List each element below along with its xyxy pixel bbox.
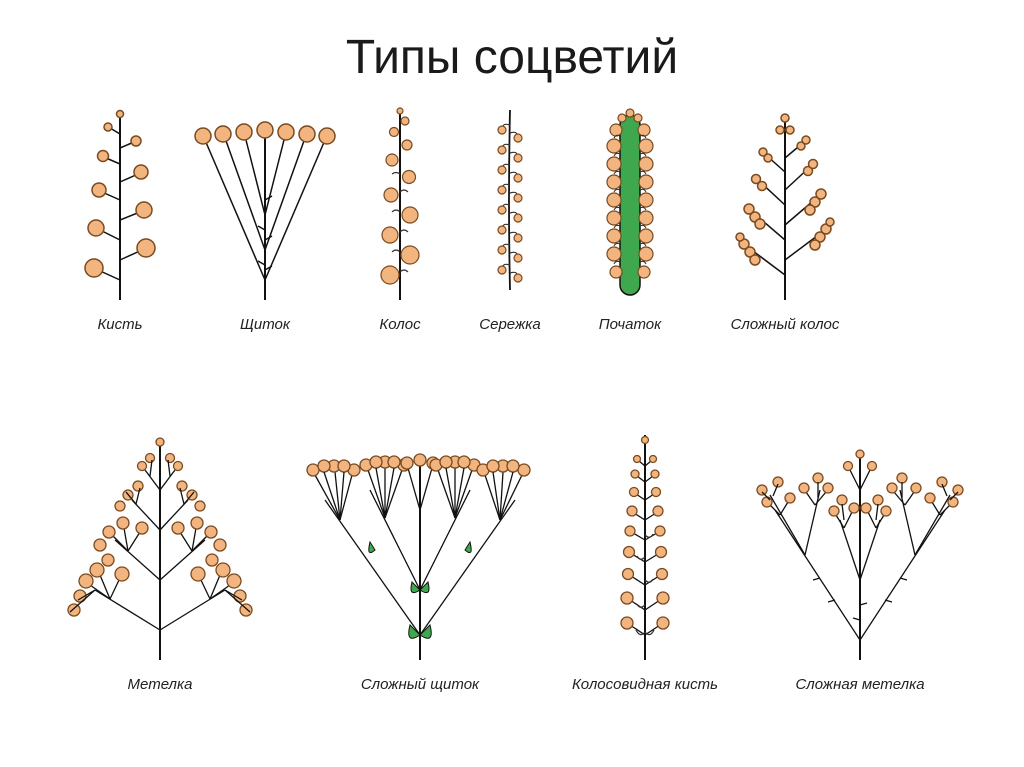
diagram-serezhka	[460, 100, 560, 310]
label-pochatok: Початок	[570, 316, 690, 333]
label-serezhka: Сережка	[460, 316, 560, 333]
cell-shchitok: Щиток	[190, 100, 340, 333]
cell-slozhny-kolos: Сложный колос	[700, 100, 870, 333]
label-kolosovidnaya: Колосовидная кисть	[570, 676, 720, 693]
diagram-slozhny-shchitok	[290, 420, 550, 670]
label-kist: Кисть	[60, 316, 180, 333]
diagram-pochatok	[570, 100, 690, 310]
diagram-kolosovidnaya	[570, 420, 720, 670]
page-title: Типы соцветий	[0, 30, 1024, 85]
label-kolos: Колос	[350, 316, 450, 333]
cell-slozhny-shchitok: Сложный щиток	[290, 420, 550, 693]
diagram-metelka	[50, 420, 270, 670]
diagram-grid: Кисть Щиток	[0, 100, 1024, 740]
cell-slozhnaya-metelka: Сложная метелка	[740, 420, 980, 693]
cell-serezhka: Сережка	[460, 100, 560, 333]
label-shchitok: Щиток	[190, 316, 340, 333]
diagram-shchitok	[190, 100, 340, 310]
cell-kist: Кисть	[60, 100, 180, 333]
diagram-slozhnaya-metelka	[740, 420, 980, 670]
cell-kolosovidnaya: Колосовидная кисть	[570, 420, 720, 693]
label-metelka: Метелка	[50, 676, 270, 693]
diagram-slozhny-kolos	[700, 100, 870, 310]
label-slozhny-kolos: Сложный колос	[700, 316, 870, 333]
diagram-kolos	[350, 100, 450, 310]
diagram-kist	[60, 100, 180, 310]
cell-pochatok: Початок	[570, 100, 690, 333]
label-slozhnaya-metelka: Сложная метелка	[740, 676, 980, 693]
cell-metelka: Метелка	[50, 420, 270, 693]
cell-kolos: Колос	[350, 100, 450, 333]
label-slozhny-shchitok: Сложный щиток	[290, 676, 550, 693]
